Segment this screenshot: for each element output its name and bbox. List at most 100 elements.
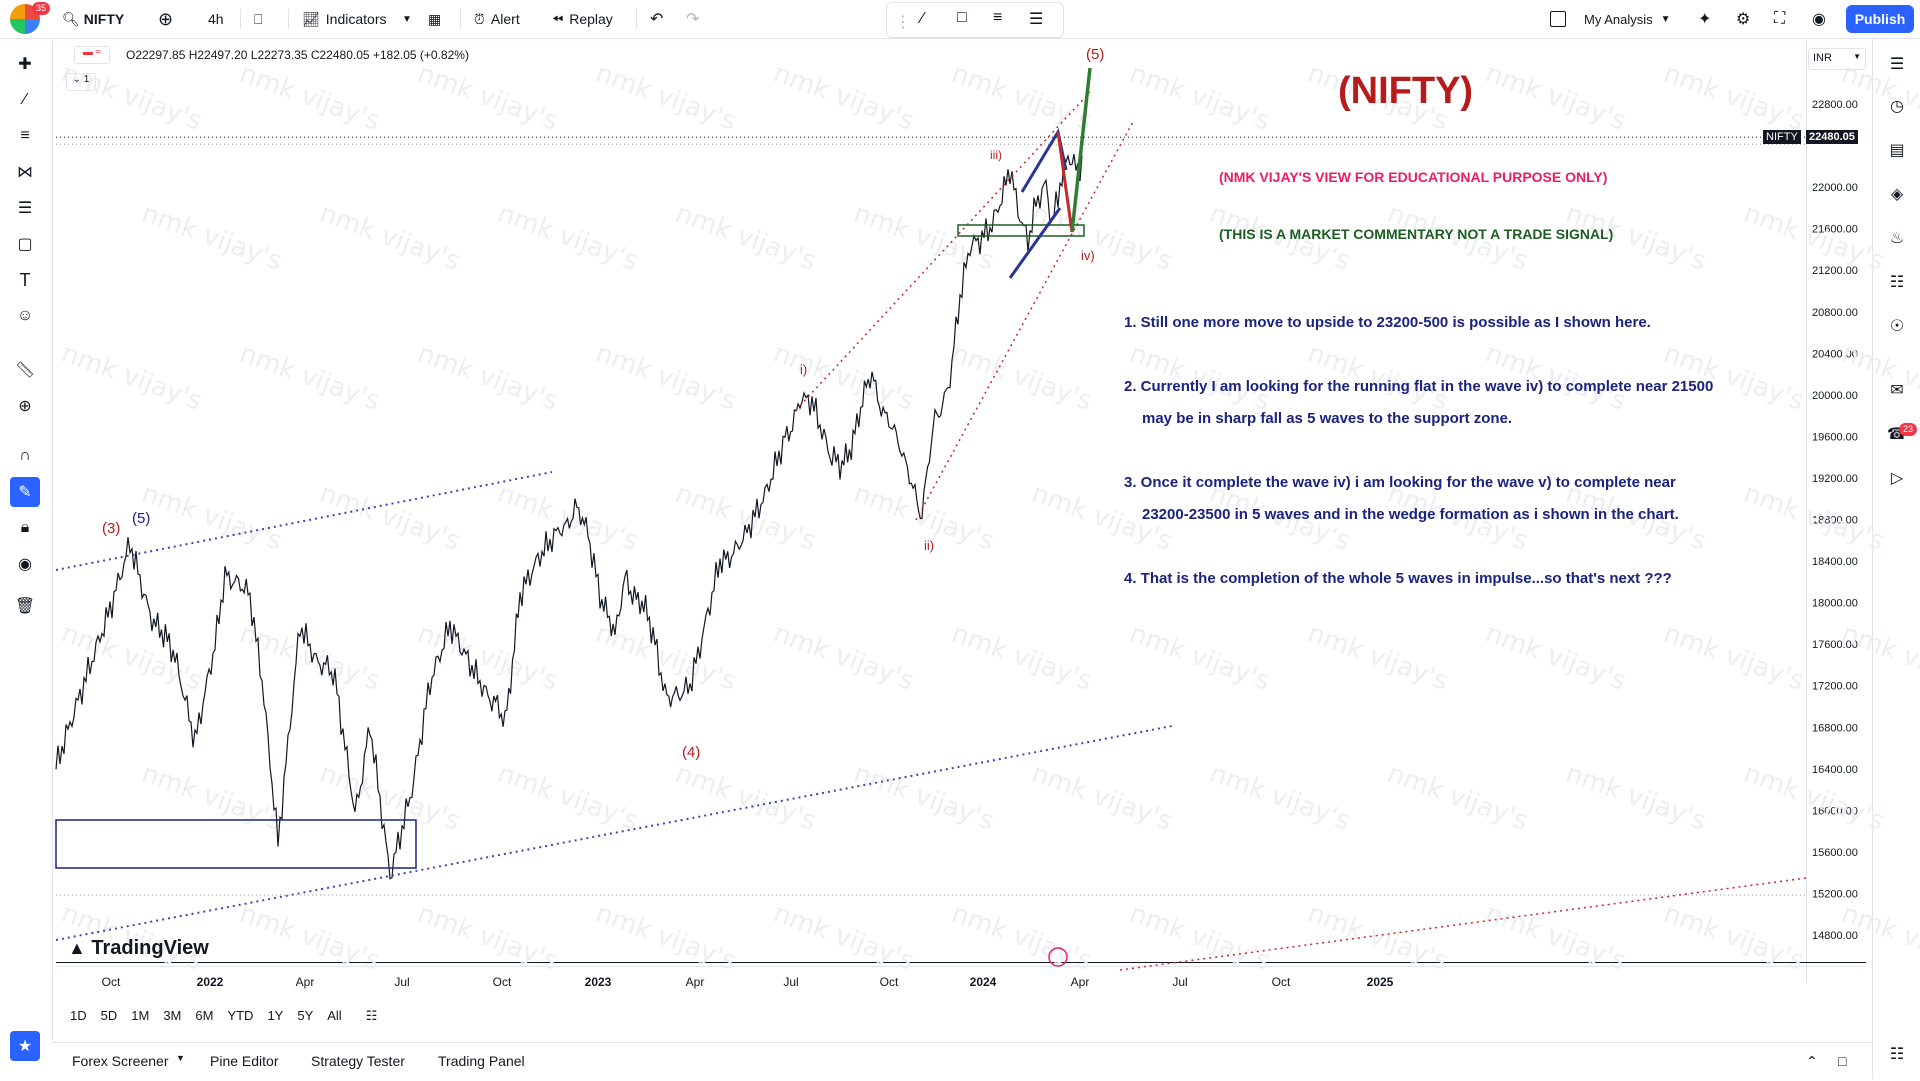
- chevron-down-icon[interactable]: ▼: [176, 1053, 185, 1063]
- price-tick-label: 20800.00: [1812, 307, 1858, 319]
- range-1y[interactable]: 1Y: [267, 1008, 284, 1023]
- emoji-icon[interactable]: ☺: [16, 307, 34, 324]
- zoom-icon[interactable]: ⊕: [18, 398, 32, 415]
- chart-title-annotation[interactable]: (NIFTY): [1338, 70, 1474, 112]
- range-1d[interactable]: 1D: [70, 1008, 87, 1023]
- tab-strategy-tester[interactable]: Strategy Tester: [311, 1053, 405, 1069]
- date-range-icon[interactable]: ☷: [365, 1008, 378, 1023]
- commentary-text[interactable]: 23200-23500 in 5 waves and in the wedge …: [1142, 506, 1679, 523]
- keep-drawing-icon[interactable]: ✎: [10, 477, 40, 507]
- disclaimer-annotation[interactable]: (NMK VIJAY'S VIEW FOR EDUCATIONAL PURPOS…: [1219, 169, 1608, 185]
- wave-c-line: [1008, 207, 1062, 279]
- commentary-text[interactable]: 1. Still one more move to upside to 2320…: [1124, 314, 1651, 331]
- fib-icon[interactable]: ≡: [993, 9, 1003, 26]
- text-icon[interactable]: T: [19, 269, 31, 290]
- geometric-shapes-icon[interactable]: ▢: [17, 236, 33, 253]
- tradingview-logo[interactable]: ▲ TradingView: [68, 937, 209, 960]
- commentary-text[interactable]: 4. That is the completion of the whole 5…: [1124, 570, 1672, 587]
- trend-line-icon[interactable]: ∕: [921, 10, 924, 27]
- time-tick-label: 2025: [1367, 975, 1394, 989]
- details-icon[interactable]: ▤: [1889, 142, 1905, 159]
- alert-label: Alert: [490, 11, 520, 27]
- undo-button[interactable]: ↶: [650, 0, 663, 38]
- time-tick-label: Jul: [394, 975, 409, 989]
- collapse-panel-icon[interactable]: ⌃: [1806, 1053, 1818, 1069]
- drag-handle-icon[interactable]: ⋮: [895, 14, 911, 31]
- currency-select[interactable]: INR ▼: [1808, 48, 1866, 70]
- range-6m[interactable]: 6M: [195, 1008, 214, 1023]
- collapse-legend-button[interactable]: ⌄ 1: [66, 73, 96, 91]
- price-chart[interactable]: 22800.00 22000.00 21600.00 21200.00 20800.00…: [0, 0, 1920, 1040]
- tab-pine-editor[interactable]: Pine Editor: [210, 1053, 279, 1069]
- rectangle-icon[interactable]: □: [957, 9, 967, 26]
- wave-label[interactable]: (5): [1086, 46, 1105, 63]
- calendar-icon[interactable]: ☷: [1889, 274, 1905, 291]
- range-all[interactable]: All: [327, 1008, 342, 1023]
- help-icon[interactable]: ☷: [1889, 1046, 1905, 1063]
- indicators-button[interactable]: 📈︎ Indicators: [302, 0, 386, 38]
- watchlist-icon[interactable]: ☰: [1889, 56, 1905, 73]
- watermark-text: nmk vijay's: [236, 898, 384, 976]
- ideas-icon[interactable]: ☉: [1889, 318, 1905, 335]
- wave-label[interactable]: (5): [132, 510, 151, 527]
- interval-button[interactable]: 4h: [208, 11, 224, 27]
- watermark-text: nmk vijay's: [1562, 758, 1710, 836]
- lock-icon[interactable]: 🔒︎: [20, 519, 30, 536]
- hotlists-icon[interactable]: ♨: [1889, 230, 1905, 247]
- layout-select[interactable]: My Analysis ▼: [1550, 0, 1671, 38]
- wave-label[interactable]: (3): [102, 520, 121, 537]
- fib-retracement-icon[interactable]: ☰: [17, 200, 33, 217]
- wave-label[interactable]: iii): [990, 148, 1002, 162]
- compare-symbol-button[interactable]: ⊕: [158, 0, 173, 38]
- object-tree-icon[interactable]: ★: [10, 1031, 40, 1061]
- symbol-search-button[interactable]: 🔍︎ NIFTY: [62, 0, 124, 38]
- wave-label[interactable]: ii): [924, 538, 935, 553]
- layout-button[interactable]: ▦: [428, 0, 441, 38]
- trend-line-icon[interactable]: ∕: [23, 91, 27, 108]
- price-tick-label: 19600.00: [1812, 431, 1858, 443]
- range-5y[interactable]: 5Y: [297, 1008, 314, 1023]
- eye-icon[interactable]: ◉: [18, 556, 32, 573]
- range-ytd[interactable]: YTD: [227, 1008, 254, 1023]
- layers-icon[interactable]: ◈: [1890, 186, 1904, 203]
- quick-search-button[interactable]: ✦: [1698, 0, 1711, 38]
- trash-icon[interactable]: 🗑︎: [14, 598, 36, 615]
- play-icon[interactable]: ▷: [1890, 470, 1904, 487]
- tab-forex-screener[interactable]: Forex Screener: [72, 1053, 169, 1069]
- wave-label[interactable]: (4): [682, 744, 701, 761]
- range-1m[interactable]: 1M: [131, 1008, 150, 1023]
- settings-button[interactable]: ⚙: [1736, 0, 1750, 38]
- range-5d[interactable]: 5D: [100, 1008, 118, 1023]
- pitchfork-icon[interactable]: ⋈: [17, 164, 33, 181]
- commentary-text[interactable]: 3. Once it complete the wave iv) i am lo…: [1124, 474, 1676, 491]
- alerts-clock-icon[interactable]: ◷: [1890, 98, 1904, 115]
- commentary-text[interactable]: 2. Currently I am looking for the runnin…: [1124, 378, 1714, 395]
- alert-button[interactable]: ⏰︎ Alert: [474, 0, 520, 38]
- fullscreen-button[interactable]: ⛶: [1774, 0, 1785, 38]
- indicators-dropdown[interactable]: ▼: [402, 0, 412, 38]
- replay-button[interactable]: ⏪︎ Replay: [552, 0, 613, 38]
- event-marker-icon: [1048, 947, 1068, 967]
- time-tick-label: Oct: [102, 975, 121, 989]
- disclaimer-annotation[interactable]: (THIS IS A MARKET COMMENTARY NOT A TRADE…: [1219, 226, 1614, 242]
- maximize-panel-icon[interactable]: □: [1838, 1053, 1847, 1069]
- wave-label[interactable]: i): [800, 362, 808, 377]
- tab-trading-panel[interactable]: Trading Panel: [438, 1053, 525, 1069]
- watermark-text: nmk vijay's: [672, 758, 820, 836]
- series-visibility-toggle[interactable]: ▬ ≈: [74, 46, 110, 64]
- price-tick-label: 16400.00: [1812, 764, 1858, 776]
- redo-button[interactable]: ↷: [686, 0, 699, 38]
- publish-button[interactable]: Publish: [1846, 5, 1914, 33]
- commentary-text[interactable]: may be in sharp fall as 5 waves to the s…: [1142, 410, 1513, 427]
- wave-label[interactable]: iv): [1081, 248, 1095, 263]
- ruler-icon[interactable]: 📏︎: [14, 362, 36, 379]
- menu-icon[interactable]: ☰: [1029, 11, 1044, 28]
- horizontal-lines-icon[interactable]: ≡: [20, 127, 30, 144]
- top-toolbar: 35 🔍︎ NIFTY ⊕ 4h ⎕ 📈︎ Indicators ▼ ▦ ⏰︎ …: [0, 0, 1920, 39]
- crosshair-icon[interactable]: ✚: [18, 56, 32, 73]
- chart-type-button[interactable]: ⎕: [254, 0, 262, 38]
- chat-icon[interactable]: ✉: [1890, 382, 1904, 399]
- magnet-icon[interactable]: ∩: [19, 447, 31, 464]
- range-3m[interactable]: 3M: [163, 1008, 182, 1023]
- snapshot-button[interactable]: ◉: [1812, 0, 1826, 38]
